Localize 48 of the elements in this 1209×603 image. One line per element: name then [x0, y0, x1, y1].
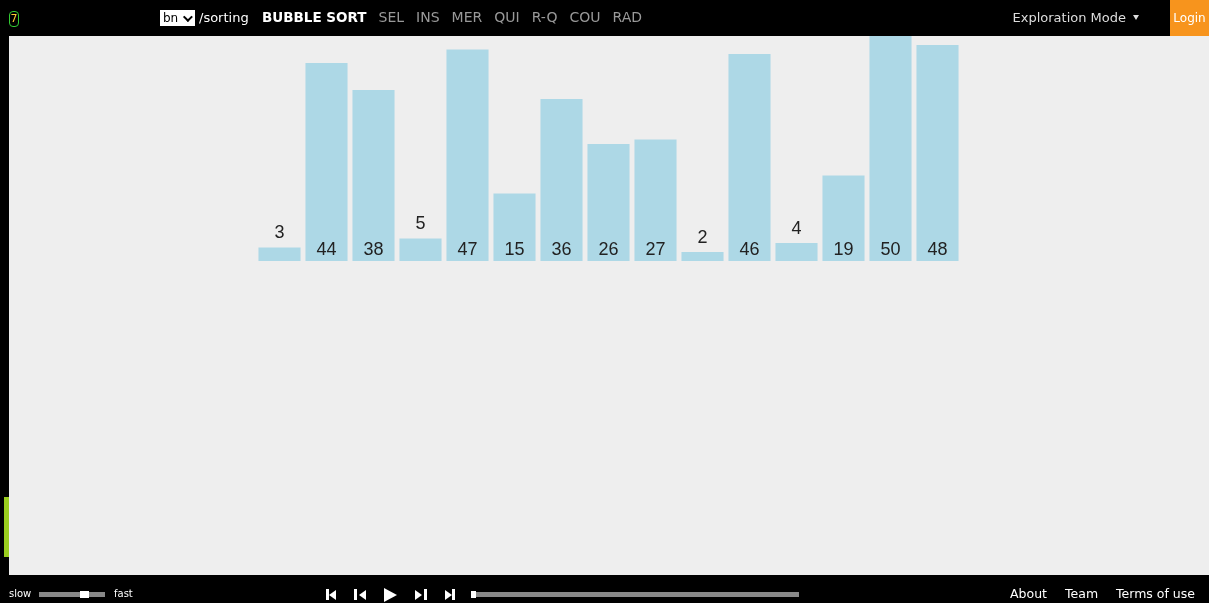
text: Terms of use [1116, 586, 1195, 601]
bar [634, 139, 677, 261]
data-label: 46 [739, 238, 760, 259]
language-select: bn [160, 10, 195, 26]
text: MER [451, 9, 483, 25]
data-label: 2 [697, 226, 708, 247]
data-label: 36 [551, 238, 572, 259]
bar [540, 99, 583, 261]
bar [916, 45, 959, 261]
text: slow [9, 588, 32, 599]
data-label: 44 [316, 238, 337, 259]
bar [446, 49, 489, 261]
text: Login [1170, 0, 1209, 36]
text: SEL [378, 9, 405, 25]
bar [775, 243, 818, 261]
data-label: 50 [880, 238, 901, 259]
text: 7 [9, 11, 19, 27]
text: R-Q [531, 9, 558, 25]
bar [493, 193, 536, 261]
data-label: 38 [363, 238, 384, 259]
text: INS [416, 9, 440, 25]
bar [822, 175, 865, 261]
data-label: 26 [598, 238, 619, 259]
text: RAD [612, 9, 642, 25]
bar [258, 247, 301, 261]
data-label: 3 [274, 222, 285, 243]
bar [399, 238, 442, 261]
data-label: 27 [645, 238, 666, 259]
text: BUBBLE SORT [262, 9, 367, 25]
text: Exploration Mode [1012, 10, 1126, 25]
text: fast [114, 588, 133, 599]
data-label: 47 [457, 238, 478, 259]
data-label: 19 [833, 238, 854, 259]
bar [305, 63, 348, 261]
text: COU [569, 9, 601, 25]
bar [587, 144, 630, 261]
bar [728, 54, 771, 261]
text: Team [1065, 586, 1099, 601]
bar [352, 90, 395, 261]
data-label: 5 [415, 213, 426, 234]
bar [869, 36, 912, 261]
data-label: 48 [927, 238, 948, 259]
data-label: 15 [504, 238, 525, 259]
text: QUI [494, 9, 520, 25]
text: /sorting [199, 10, 249, 25]
data-label: 4 [791, 217, 802, 238]
bar [681, 252, 724, 261]
text: About [1010, 586, 1048, 601]
